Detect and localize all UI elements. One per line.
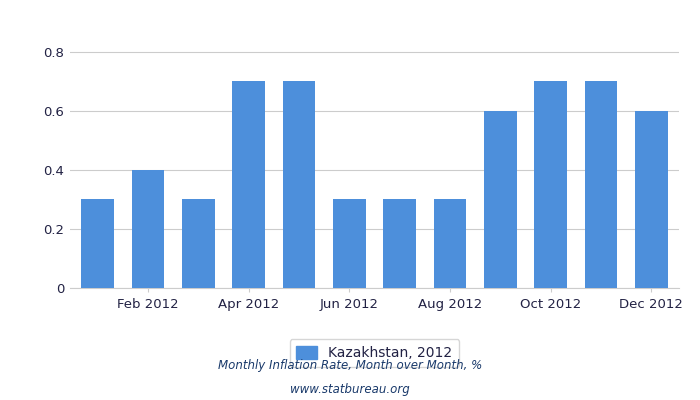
Bar	[584, 81, 617, 288]
Text: www.statbureau.org: www.statbureau.org	[290, 384, 410, 396]
Legend: Kazakhstan, 2012: Kazakhstan, 2012	[290, 339, 459, 367]
Bar	[81, 199, 114, 288]
Bar	[433, 199, 466, 288]
Bar	[534, 81, 567, 288]
Bar	[232, 81, 265, 288]
Bar	[333, 199, 365, 288]
Bar	[384, 199, 416, 288]
Bar	[635, 111, 668, 288]
Bar	[484, 111, 517, 288]
Bar	[132, 170, 164, 288]
Bar	[283, 81, 316, 288]
Text: Monthly Inflation Rate, Month over Month, %: Monthly Inflation Rate, Month over Month…	[218, 360, 482, 372]
Bar	[182, 199, 215, 288]
